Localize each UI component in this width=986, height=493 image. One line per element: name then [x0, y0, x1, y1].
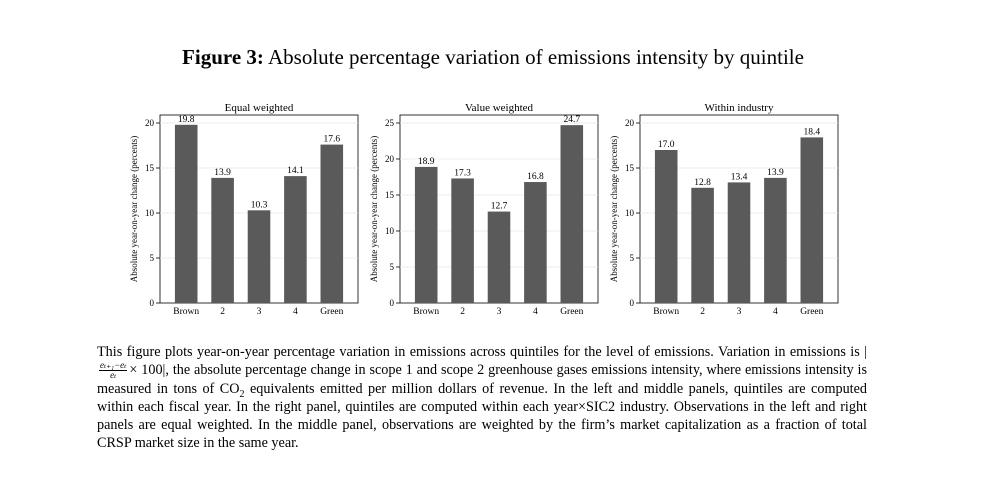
x-tick-label: 4 — [293, 307, 298, 317]
x-tick-label: 3 — [497, 307, 502, 317]
chart-title: Value weighted — [465, 102, 534, 114]
x-tick-label: Brown — [173, 307, 199, 317]
bar-value-label: 16.8 — [527, 172, 544, 182]
x-tick-label: 2 — [460, 307, 465, 317]
x-tick-label: Brown — [653, 307, 679, 317]
bar-value-label: 13.9 — [767, 168, 784, 178]
chart-title: Equal weighted — [225, 102, 294, 114]
y-axis-label: Absolute year-on-year change (percents) — [369, 136, 379, 283]
bar — [487, 211, 511, 303]
chart-title: Within industry — [705, 102, 774, 114]
bar — [320, 144, 344, 303]
caption-part-2: , the absolute percentage change in scop… — [97, 362, 867, 398]
y-axis-label: Absolute year-on-year change (percents) — [609, 136, 619, 283]
caption-co2-subscript: 2 — [239, 389, 245, 401]
chart-value-weighted: 0 5 10 15 20 25 Absolute year-on-year change (… — [369, 102, 599, 317]
bar — [524, 182, 547, 303]
bar — [174, 124, 198, 303]
caption-formula-fraction: eₜ₊₁−eₜ eₜ — [99, 360, 128, 381]
x-tick-label: Green — [320, 307, 343, 317]
figure-caption: This figure plots year-on-year percentag… — [97, 343, 867, 452]
bar-value-label: 13.4 — [731, 172, 748, 182]
bar-value-label: 17.3 — [454, 168, 471, 178]
figure-label: Figure 3: — [182, 45, 264, 69]
chart-equal-weighted: 0 5 10 15 20 Absolute year-on-year change (pe… — [129, 102, 359, 317]
y-tick-label: 10 — [625, 208, 635, 218]
x-tick-label: 4 — [773, 307, 778, 317]
y-axis-label: Absolute year-on-year change (percents) — [129, 136, 139, 283]
caption-part-3: equivalents emitted per million dollars … — [97, 381, 868, 452]
bar-value-label: 10.3 — [251, 200, 268, 210]
bar-value-label: 18.4 — [803, 127, 820, 137]
bar — [654, 150, 678, 303]
bar-value-label: 14.1 — [287, 166, 304, 176]
y-tick-label: 0 — [390, 298, 395, 308]
y-tick-label: 5 — [390, 262, 395, 272]
x-tick-label: Green — [560, 307, 583, 317]
y-tick-label: 0 — [630, 298, 635, 308]
y-tick-label: 15 — [385, 190, 395, 200]
bar — [727, 182, 751, 303]
y-tick-label: 10 — [385, 226, 395, 236]
chart-within-industry: 0 5 10 15 20 Absolute year-on-year change (pe… — [609, 102, 839, 317]
bar — [247, 210, 271, 303]
y-tick-label: 15 — [145, 163, 155, 173]
y-tick-label: 25 — [385, 118, 395, 128]
y-tick-label: 0 — [150, 298, 155, 308]
bar-value-label: 19.8 — [178, 115, 195, 125]
x-tick-label: 3 — [737, 307, 742, 317]
bar-value-label: 17.6 — [323, 135, 340, 145]
y-tick-label: 15 — [625, 163, 635, 173]
bar — [691, 187, 714, 303]
x-tick-label: 2 — [220, 307, 225, 317]
caption-part-1: This figure plots year-on-year percentag… — [97, 344, 860, 360]
y-tick-label: 10 — [145, 208, 155, 218]
caption-formula-numerator: eₜ₊₁−eₜ — [99, 360, 128, 372]
caption-formula-tail: × 100| — [129, 362, 166, 378]
bar — [764, 177, 787, 303]
y-tick-label: 20 — [625, 118, 635, 128]
bar — [211, 177, 234, 303]
x-tick-label: 2 — [700, 307, 705, 317]
bar — [284, 176, 307, 303]
chart-panel-equal-weighted: 0 5 10 15 20 Absolute year-on-year change (pe… — [129, 95, 362, 320]
x-tick-label: 4 — [533, 307, 538, 317]
caption-formula-open: | — [864, 344, 868, 360]
bar-value-label: 18.9 — [418, 157, 435, 167]
y-tick-label: 5 — [150, 253, 155, 263]
bar-value-label: 12.7 — [491, 202, 508, 212]
y-tick-label: 5 — [630, 253, 635, 263]
y-tick-label: 20 — [385, 154, 395, 164]
bar-value-label: 24.7 — [563, 115, 580, 125]
bar — [414, 166, 438, 303]
bar-value-label: 17.0 — [658, 140, 675, 150]
x-tick-label: Green — [800, 307, 823, 317]
bar — [560, 125, 584, 303]
figure-title: Figure 3: Absolute percentage variation … — [0, 45, 986, 70]
x-tick-label: Brown — [413, 307, 439, 317]
figure-title-text: Absolute percentage variation of emissio… — [267, 45, 804, 69]
bar-value-label: 13.9 — [214, 168, 231, 178]
chart-panel-within-industry: 0 5 10 15 20 Absolute year-on-year change (pe… — [609, 95, 842, 320]
bar-value-label: 12.8 — [694, 178, 711, 188]
y-tick-label: 20 — [145, 118, 155, 128]
caption-formula-denominator: eₜ — [110, 370, 117, 381]
x-tick-label: 3 — [257, 307, 262, 317]
bar — [800, 137, 824, 303]
chart-panel-value-weighted: 0 5 10 15 20 25 Absolute year-on-year change (… — [369, 95, 602, 320]
bar — [451, 178, 474, 303]
